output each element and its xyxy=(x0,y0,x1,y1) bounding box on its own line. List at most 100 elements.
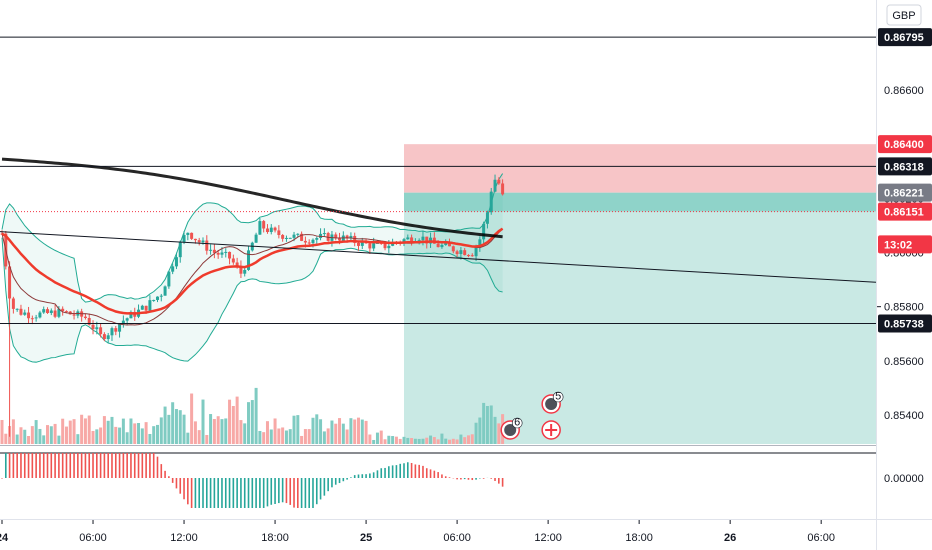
oscillator-bar xyxy=(176,478,178,488)
time-tick-label: 26 xyxy=(724,532,736,544)
level-price-tag: 0.86318 xyxy=(884,161,924,173)
candle-body xyxy=(304,241,307,243)
volume-bar xyxy=(376,433,379,444)
candle-body xyxy=(285,238,288,239)
candle-body xyxy=(228,252,231,259)
oscillator-bar xyxy=(58,453,60,478)
oscillator-bar xyxy=(138,453,140,478)
candle-body xyxy=(266,229,269,233)
candle-body xyxy=(95,327,98,329)
oscillator-bar xyxy=(388,466,390,478)
oscillator-bar xyxy=(502,478,504,487)
oscillator-bar xyxy=(335,478,337,485)
volume-bar xyxy=(198,430,201,444)
volume-bar xyxy=(239,420,242,444)
volume-bar xyxy=(69,421,72,444)
candle-body xyxy=(501,183,504,194)
volume-bar xyxy=(236,397,239,444)
volume-bar xyxy=(315,414,318,444)
oscillator-bar xyxy=(422,466,424,478)
oscillator-bar xyxy=(54,453,56,478)
volume-bar xyxy=(118,428,121,444)
candle-body xyxy=(92,325,95,329)
candle-body xyxy=(126,318,129,320)
volume-bar xyxy=(46,425,49,444)
volume-bar xyxy=(425,438,428,444)
volume-bar xyxy=(372,440,375,444)
oscillator-bar xyxy=(88,453,90,478)
oscillator-bar xyxy=(407,462,409,478)
volume-bar xyxy=(391,436,394,444)
volume-bar xyxy=(205,435,208,444)
candle-body xyxy=(440,245,443,247)
volume-bar xyxy=(50,426,53,444)
volume-bar xyxy=(346,430,349,444)
stop-loss-zone[interactable] xyxy=(404,144,876,192)
volume-bar xyxy=(194,421,197,444)
volume-bar xyxy=(289,429,292,444)
oscillator-bar xyxy=(308,478,310,508)
oscillator-bar xyxy=(198,478,200,508)
volume-bar xyxy=(84,418,87,444)
candle-body xyxy=(224,252,227,253)
candle-body xyxy=(141,306,144,310)
volume-bar xyxy=(27,436,30,444)
candle-body xyxy=(107,335,110,339)
candle-body xyxy=(494,180,497,192)
volume-bar xyxy=(213,419,216,444)
oscillator-bar xyxy=(399,464,401,478)
candle-body xyxy=(186,233,189,235)
oscillator-bar xyxy=(267,478,269,506)
oscillator-bar xyxy=(145,453,147,478)
candle-body xyxy=(497,180,500,184)
price-axis[interactable]: GBP0.866000.862000.860000.858000.856000.… xyxy=(876,0,932,550)
oscillator-bar xyxy=(464,478,466,479)
oscillator-bar xyxy=(221,478,223,508)
candle-body xyxy=(220,252,223,254)
oscillator-bar xyxy=(202,478,204,508)
volume-bar xyxy=(440,434,443,444)
volume-bar xyxy=(300,436,303,444)
candle-body xyxy=(202,241,205,243)
currency-label: GBP xyxy=(892,10,915,22)
level-price-tag: 0.86795 xyxy=(884,32,924,44)
candle-body xyxy=(35,317,38,318)
volume-bar xyxy=(486,406,489,444)
oscillator-bar xyxy=(270,478,272,505)
volume-bar xyxy=(148,434,151,444)
long-position-tool[interactable] xyxy=(404,144,876,444)
candle-body xyxy=(84,317,87,318)
volume-bar xyxy=(137,423,140,444)
volume-bar xyxy=(304,429,307,444)
oscillator-bar xyxy=(225,478,227,508)
volume-bar xyxy=(171,402,174,444)
volume-bar xyxy=(42,435,45,444)
oscillator-bar xyxy=(418,465,420,478)
volume-bar xyxy=(285,431,288,444)
oscillator-bar xyxy=(149,453,151,478)
candle-body xyxy=(54,311,57,317)
volume-bar xyxy=(262,432,265,444)
volume-bar xyxy=(421,439,424,444)
oscillator-bar xyxy=(214,478,216,508)
time-axis[interactable]: 24 06:00 12:00 18:00 25 06:00 12:00 18:00 26 06:0… xyxy=(0,520,835,544)
price-tick-label: 0.85400 xyxy=(884,410,924,422)
volume-bar xyxy=(281,427,284,444)
volume-bar xyxy=(255,388,258,444)
oscillator-bar xyxy=(263,478,265,508)
candle-body xyxy=(255,235,258,243)
oscillator-bar xyxy=(471,478,473,480)
oscillator-bar xyxy=(441,474,443,478)
volume-bar xyxy=(403,437,406,444)
volume-bar xyxy=(220,419,223,444)
volume-bar xyxy=(471,434,474,444)
volume-bar xyxy=(463,437,466,444)
entry-band[interactable] xyxy=(404,193,876,212)
volume-bar xyxy=(80,415,83,444)
candle-body xyxy=(217,253,220,255)
candle-body xyxy=(167,272,170,287)
oscillator-bar xyxy=(426,468,428,478)
volume-bar xyxy=(497,423,500,444)
oscillator-bar xyxy=(403,463,405,478)
oscillator-bar xyxy=(301,478,303,508)
